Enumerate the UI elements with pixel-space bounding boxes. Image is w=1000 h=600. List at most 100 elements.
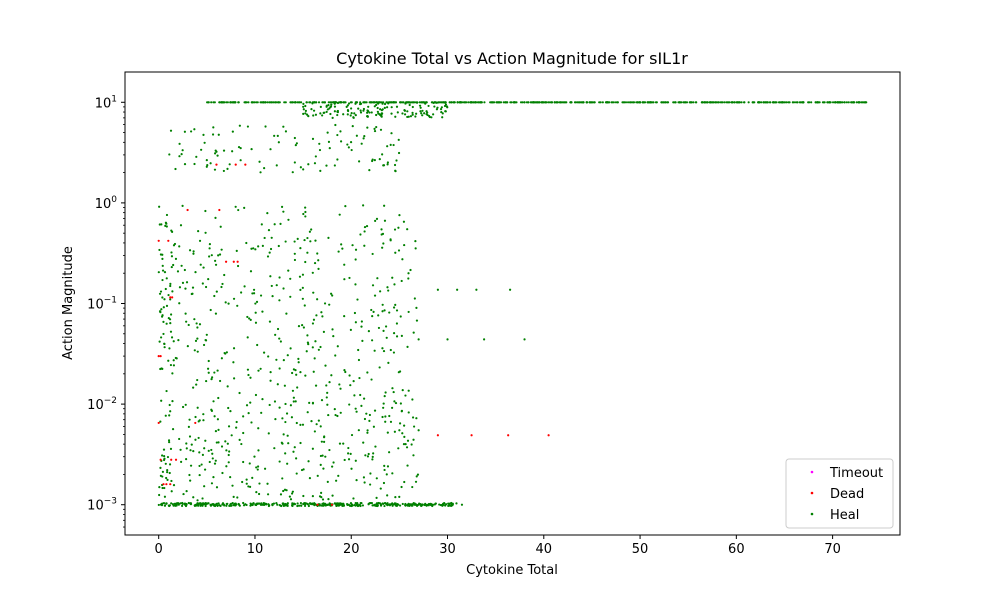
heal-point [802,101,805,104]
heal-point [259,294,263,297]
heal-point [367,110,370,113]
heal-point [402,443,406,446]
heal-point [217,428,220,431]
heal-point [312,291,315,294]
heal-point [217,254,220,257]
heal-point [159,420,162,423]
heal-point [325,110,328,113]
heal-point [373,127,376,130]
heal-point [304,260,307,264]
heal-point [317,419,320,422]
heal-point [491,101,495,104]
heal-point [200,463,203,466]
heal-point [304,206,307,209]
heal-point [349,384,352,387]
heal-point [312,109,316,112]
heal-point [190,443,193,446]
heal-point [306,251,309,254]
heal-point [211,457,214,460]
heal-point [328,504,332,507]
heal-point [158,248,161,252]
heal-point [409,503,412,506]
heal-point [329,101,332,104]
heal-point [379,290,382,293]
heal-point [287,269,290,272]
heal-point [384,502,387,505]
heal-point [362,441,365,444]
heal-point [354,283,357,286]
heal-point [159,311,162,314]
heal-point [406,228,409,231]
heal-point [409,268,412,272]
heal-point [411,111,414,114]
heal-point [310,228,313,231]
heal-point [441,504,444,507]
heal-point [394,303,397,306]
heal-point [333,408,336,411]
heal-point [214,459,217,462]
heal-point [373,129,377,133]
heal-point [171,372,174,375]
heal-point [415,306,418,309]
heal-point [350,467,353,470]
heal-point [299,166,302,169]
heal-point [434,502,437,505]
heal-point [166,469,169,472]
heal-point [373,105,376,108]
heal-point [168,153,171,156]
heal-point [210,448,213,452]
heal-point [339,130,342,133]
heal-point [376,110,379,113]
heal-point [214,312,218,315]
heal-point [439,108,443,111]
heal-point [251,476,254,479]
heal-point [299,501,303,505]
heal-point [406,439,410,442]
heal-point [239,159,242,162]
heal-point [475,288,478,291]
heal-point [349,452,352,455]
heal-point [267,355,270,358]
heal-point [519,101,523,104]
heal-point [211,452,214,455]
heal-point [343,314,346,318]
heal-point [251,292,254,295]
heal-point [305,350,308,353]
heal-point [356,502,359,506]
heal-point [241,480,244,484]
heal-point [237,208,240,212]
y-tick-label: 10−1 [87,296,117,313]
heal-point [165,389,168,393]
heal-point [196,337,199,340]
heal-point [266,101,269,104]
heal-point [252,288,256,291]
heal-point [171,400,174,403]
heal-point [179,448,182,451]
heal-point [325,164,328,167]
legend-label-dead: Dead [830,487,864,502]
heal-point [483,338,486,341]
heal-point [381,303,384,306]
heal-point [460,101,463,104]
heal-point [792,101,795,104]
heal-point [269,275,272,278]
heal-point [373,349,376,352]
heal-point [438,101,441,104]
heal-point [626,101,630,104]
heal-point [523,101,526,104]
heal-point [282,489,285,493]
y-tick-label: 10−3 [87,497,117,514]
heal-point [282,503,285,506]
heal-point [217,441,220,444]
heal-point [370,111,373,114]
heal-point [281,442,284,445]
heal-point [604,101,608,104]
heal-point [222,101,225,104]
heal-point [231,150,234,153]
heal-point [225,351,228,354]
heal-point [289,277,292,280]
heal-point [183,163,187,166]
heal-point [170,251,173,254]
heal-point [183,502,187,505]
